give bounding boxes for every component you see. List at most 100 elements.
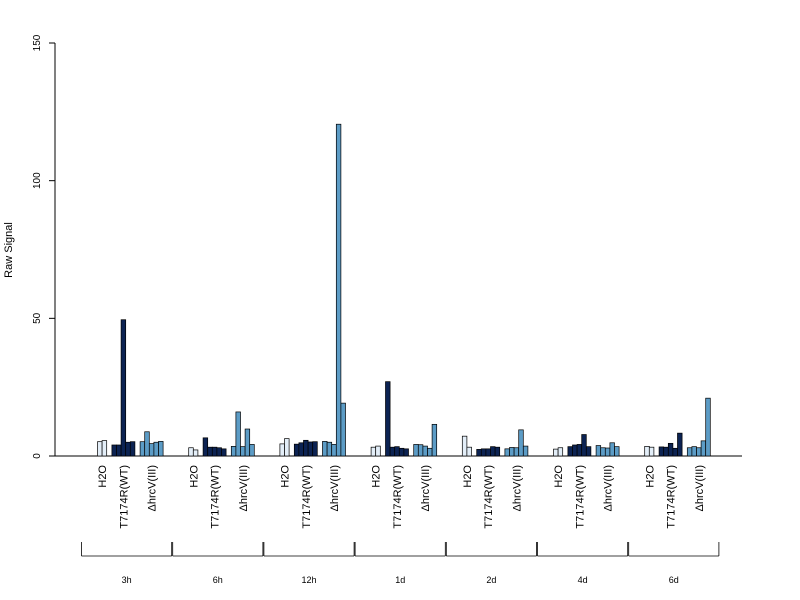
x-tick-label: H2O <box>280 465 292 488</box>
bar <box>331 444 337 457</box>
bar <box>644 446 650 457</box>
bar <box>307 441 314 457</box>
x-tick-label: ΔhrcV(III) <box>511 465 523 511</box>
bar <box>490 446 496 457</box>
bar <box>249 444 255 457</box>
x-tick-label: ΔhrcV(III) <box>238 465 250 511</box>
bar <box>461 435 468 457</box>
bar <box>504 448 510 457</box>
x-axis-labels: H2O T7174R(WT) ΔhrcV(III) H2O T7174R(WT) Δhrc… <box>97 465 706 529</box>
bar <box>614 446 620 457</box>
bar <box>340 402 346 457</box>
x-tick-label: ΔhrcV(III) <box>420 465 432 511</box>
x-tick-label: T7174R(WT) <box>392 465 404 529</box>
x-tick-label: H2O <box>371 465 383 488</box>
bar <box>466 446 472 457</box>
bars <box>97 123 711 457</box>
bar <box>686 447 693 457</box>
bar <box>509 447 515 457</box>
bar <box>422 445 428 457</box>
bar <box>244 428 251 457</box>
bar <box>207 446 213 457</box>
x-tick-label: T7174R(WT) <box>301 465 313 529</box>
bar <box>494 446 501 457</box>
bar <box>600 447 606 457</box>
bar <box>158 441 164 457</box>
x-tick-label: H2O <box>644 465 656 488</box>
bar <box>417 444 424 457</box>
bar <box>522 445 529 457</box>
time-label: 2d <box>486 575 496 585</box>
time-label: 3h <box>122 575 132 585</box>
bar <box>427 447 433 457</box>
bar <box>322 441 328 457</box>
time-label: 6d <box>669 575 679 585</box>
x-tick-label: H2O <box>553 465 565 488</box>
bar <box>101 440 108 457</box>
bar <box>293 443 300 457</box>
bar <box>303 439 309 457</box>
x-tick-label: T7174R(WT) <box>118 465 130 529</box>
y-tick-label: 0 <box>32 453 43 459</box>
bar <box>667 442 674 457</box>
bar <box>97 441 103 457</box>
bar <box>705 397 711 457</box>
bar <box>518 429 524 457</box>
time-label: 6h <box>213 575 223 585</box>
x-tick-label: T7174R(WT) <box>666 465 678 529</box>
bar <box>192 449 199 457</box>
bar <box>431 423 438 457</box>
x-tick-label: ΔhrcV(III) <box>694 465 706 511</box>
bar <box>153 441 159 457</box>
bar <box>585 446 592 457</box>
y-axis-label: Raw Signal <box>3 222 15 278</box>
bar <box>120 319 127 457</box>
time-brackets: 3h 6h 12h 1d 2d 4d 6d <box>81 542 720 585</box>
bar <box>513 447 520 457</box>
bar <box>129 441 136 457</box>
y-tick-label: 100 <box>32 172 43 189</box>
bar <box>389 446 396 457</box>
x-tick-label: H2O <box>188 465 200 488</box>
bar <box>663 446 669 457</box>
bar <box>696 447 702 457</box>
y-tick-label: 50 <box>32 312 43 324</box>
bar <box>335 123 342 457</box>
bar <box>235 411 241 457</box>
y-axis: 0 50 100 150 <box>32 34 56 459</box>
bar <box>572 444 578 457</box>
bar <box>221 448 227 457</box>
bar <box>398 447 405 457</box>
bar <box>139 441 146 457</box>
time-label: 4d <box>578 575 588 585</box>
bar <box>413 444 419 457</box>
bar <box>326 441 333 457</box>
bar <box>230 446 237 457</box>
bar <box>202 437 209 457</box>
bar <box>567 446 573 457</box>
bar <box>144 431 150 457</box>
x-tick-label: T7174R(WT) <box>574 465 586 529</box>
bar <box>648 446 655 457</box>
bar <box>279 443 285 457</box>
bar <box>312 441 318 457</box>
bar <box>216 447 222 457</box>
bar <box>188 447 194 457</box>
x-tick-label: H2O <box>462 465 474 488</box>
bar <box>672 447 678 457</box>
bar <box>557 447 564 457</box>
x-tick-label: H2O <box>97 465 109 488</box>
x-tick-label: T7174R(WT) <box>483 465 495 529</box>
bar <box>677 432 683 457</box>
bar <box>700 440 707 457</box>
bar <box>480 448 487 457</box>
bar <box>211 446 218 457</box>
bar <box>116 444 122 457</box>
bar <box>476 449 482 457</box>
x-tick-label: ΔhrcV(III) <box>603 465 615 511</box>
bar <box>284 438 290 457</box>
bar <box>394 446 400 457</box>
bar <box>553 448 559 457</box>
x-tick-label: ΔhrcV(III) <box>147 465 159 511</box>
